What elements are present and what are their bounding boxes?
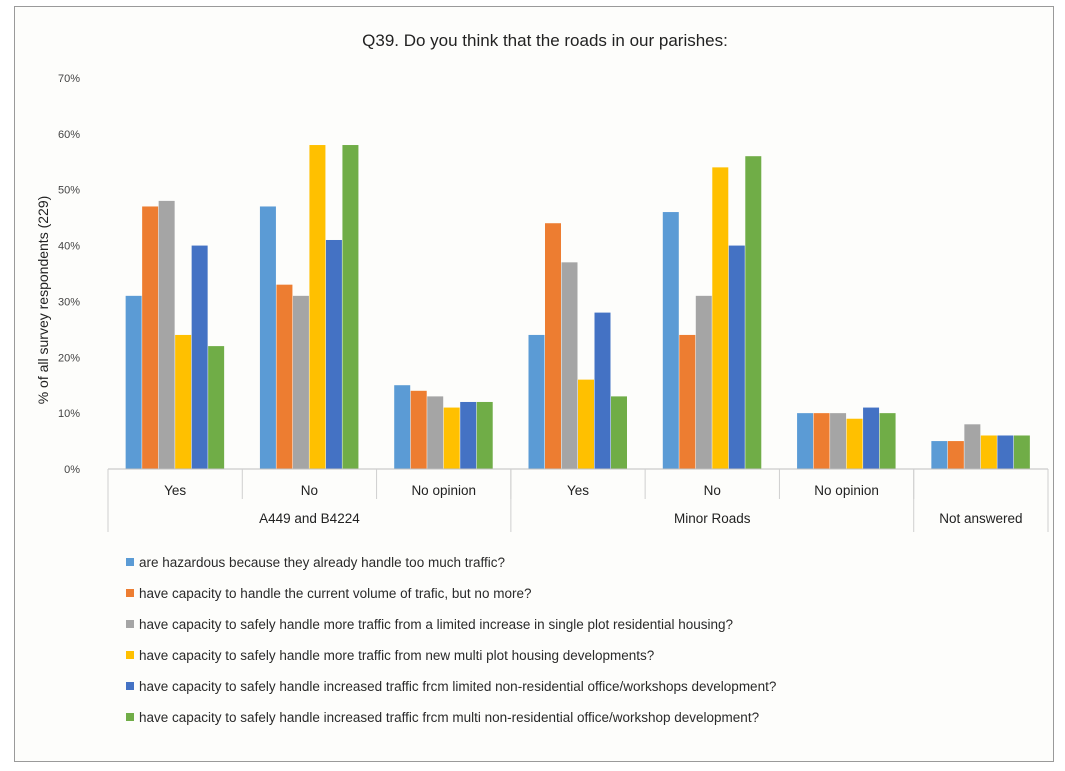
- bar: [158, 200, 175, 469]
- bar: [964, 424, 981, 469]
- x-category-label: Yes: [567, 483, 589, 498]
- bar: [259, 206, 276, 469]
- bar: [427, 396, 444, 469]
- x-group-label: Minor Roads: [674, 511, 751, 526]
- bar: [292, 295, 309, 469]
- bar: [863, 407, 880, 469]
- bar: [125, 295, 142, 469]
- bar: [695, 295, 712, 469]
- x-category-label: Not answered: [939, 511, 1022, 526]
- bars: [125, 145, 1030, 469]
- bar: [545, 223, 561, 469]
- bar: [394, 385, 411, 469]
- y-tick-label: 10%: [58, 408, 80, 420]
- bar: [879, 413, 896, 469]
- x-tick-labels: Yes No No opinion Yes No No opinion Not answer…: [164, 483, 1022, 526]
- bar: [662, 212, 679, 469]
- bar: [342, 145, 359, 469]
- legend-swatch: [126, 589, 134, 597]
- bar: [410, 390, 427, 469]
- legend-item: are hazardous because they already handl…: [126, 552, 505, 572]
- x-category-label: No: [301, 483, 318, 498]
- bar: [276, 284, 293, 469]
- y-axis-label: % of all survey respondents (229): [35, 196, 51, 405]
- y-tick-label: 20%: [58, 352, 80, 364]
- legend-label: have capacity to safely handle increased…: [139, 678, 777, 694]
- x-group-label: A449 and B4224: [259, 511, 360, 526]
- chart-title: Q39. Do you think that the roads in our …: [362, 31, 728, 50]
- legend-label: have capacity to safely handle more traf…: [139, 616, 734, 632]
- legend-item: have capacity to safely handle more traf…: [126, 645, 654, 665]
- x-category-label: No opinion: [814, 483, 879, 498]
- legend-swatch: [126, 558, 134, 566]
- bar: [309, 145, 326, 469]
- y-tick-label: 70%: [58, 73, 80, 85]
- bar: [611, 396, 627, 469]
- bar: [528, 334, 545, 469]
- bar: [142, 206, 159, 469]
- legend-label: are hazardous because they already handl…: [139, 554, 505, 570]
- bar: [476, 401, 493, 469]
- legend-item: have capacity to handle the current volu…: [126, 583, 531, 603]
- y-tick-label: 40%: [58, 241, 80, 253]
- bar: [325, 239, 342, 469]
- bar: [561, 262, 578, 469]
- legend-swatch: [126, 713, 134, 721]
- bar: [947, 441, 964, 469]
- bar: [443, 407, 460, 469]
- bar: [745, 156, 762, 469]
- bar: [980, 435, 997, 469]
- y-tick-label: 50%: [58, 185, 80, 197]
- x-category-label: No: [704, 483, 721, 498]
- legend-label: have capacity to handle the current volu…: [139, 585, 532, 601]
- legend-swatch: [126, 651, 134, 659]
- y-tick-label: 60%: [58, 129, 80, 141]
- bar: [712, 167, 729, 469]
- bar: [813, 413, 830, 469]
- y-tick-labels: 0% 10% 20% 30% 40% 50% 60% 70%: [58, 73, 80, 476]
- legend-label: have capacity to safely handle increased…: [139, 709, 760, 725]
- bar: [175, 334, 192, 469]
- bar: [594, 312, 611, 469]
- legend-swatch: [126, 620, 134, 628]
- x-group-labels: A449 and B4224 Minor Roads: [259, 511, 751, 526]
- bar: [728, 245, 745, 469]
- bar: [460, 401, 477, 469]
- bar: [830, 413, 847, 469]
- legend-label: have capacity to safely handle more traf…: [139, 647, 655, 663]
- x-category-label: Yes: [164, 483, 186, 498]
- bar: [679, 334, 696, 469]
- bar: [931, 441, 948, 469]
- axis-lines: [107, 468, 1049, 532]
- bar: [578, 379, 594, 469]
- bar: [997, 435, 1014, 469]
- legend-item: have capacity to safely handle increased…: [126, 707, 759, 727]
- bar: [1013, 435, 1030, 469]
- x-category-label: No opinion: [411, 483, 476, 498]
- legend-item: have capacity to safely handle more traf…: [126, 614, 733, 634]
- y-tick-label: 30%: [58, 296, 80, 308]
- y-tick-label: 0%: [64, 464, 80, 476]
- legend-item: have capacity to safely handle increased…: [126, 676, 776, 696]
- bar: [208, 346, 225, 469]
- bar: [797, 413, 814, 469]
- legend-swatch: [126, 682, 134, 690]
- bar: [846, 418, 863, 469]
- bar: [191, 245, 208, 469]
